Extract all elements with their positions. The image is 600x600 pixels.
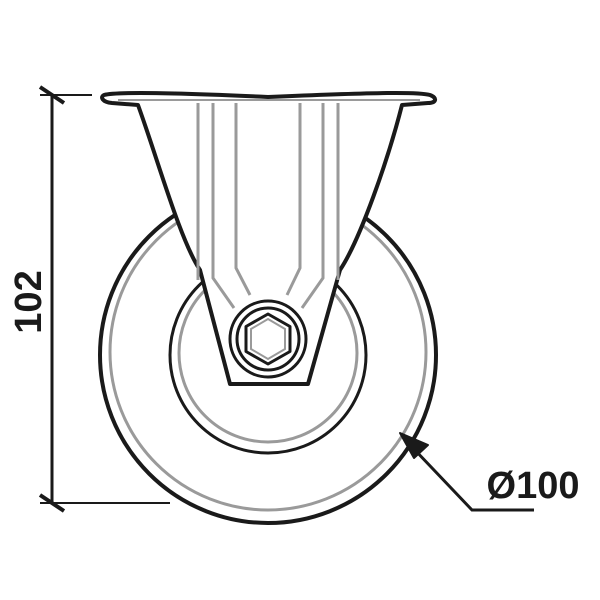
hex-nut-inner [250,317,286,361]
fork-rib-right-1 [285,103,302,296]
fork-bracket [100,90,437,386]
hex-nut [244,312,292,366]
height-tick-bottom [38,493,66,513]
height-tick-top [38,85,66,105]
height-dimension: 102 [8,85,170,513]
diameter-arrowhead [399,432,429,459]
fork-rib-left-2 [211,103,236,309]
height-dimension-label: 102 [8,270,50,333]
fork-outline [100,90,437,386]
diameter-dimension: Ø100 [399,432,580,512]
fork-rib-left-3 [234,103,252,296]
diameter-leader-line [411,446,534,512]
fork-rib-right-2 [300,103,325,309]
diameter-dimension-label: Ø100 [487,465,580,507]
axle-hub [228,299,308,379]
